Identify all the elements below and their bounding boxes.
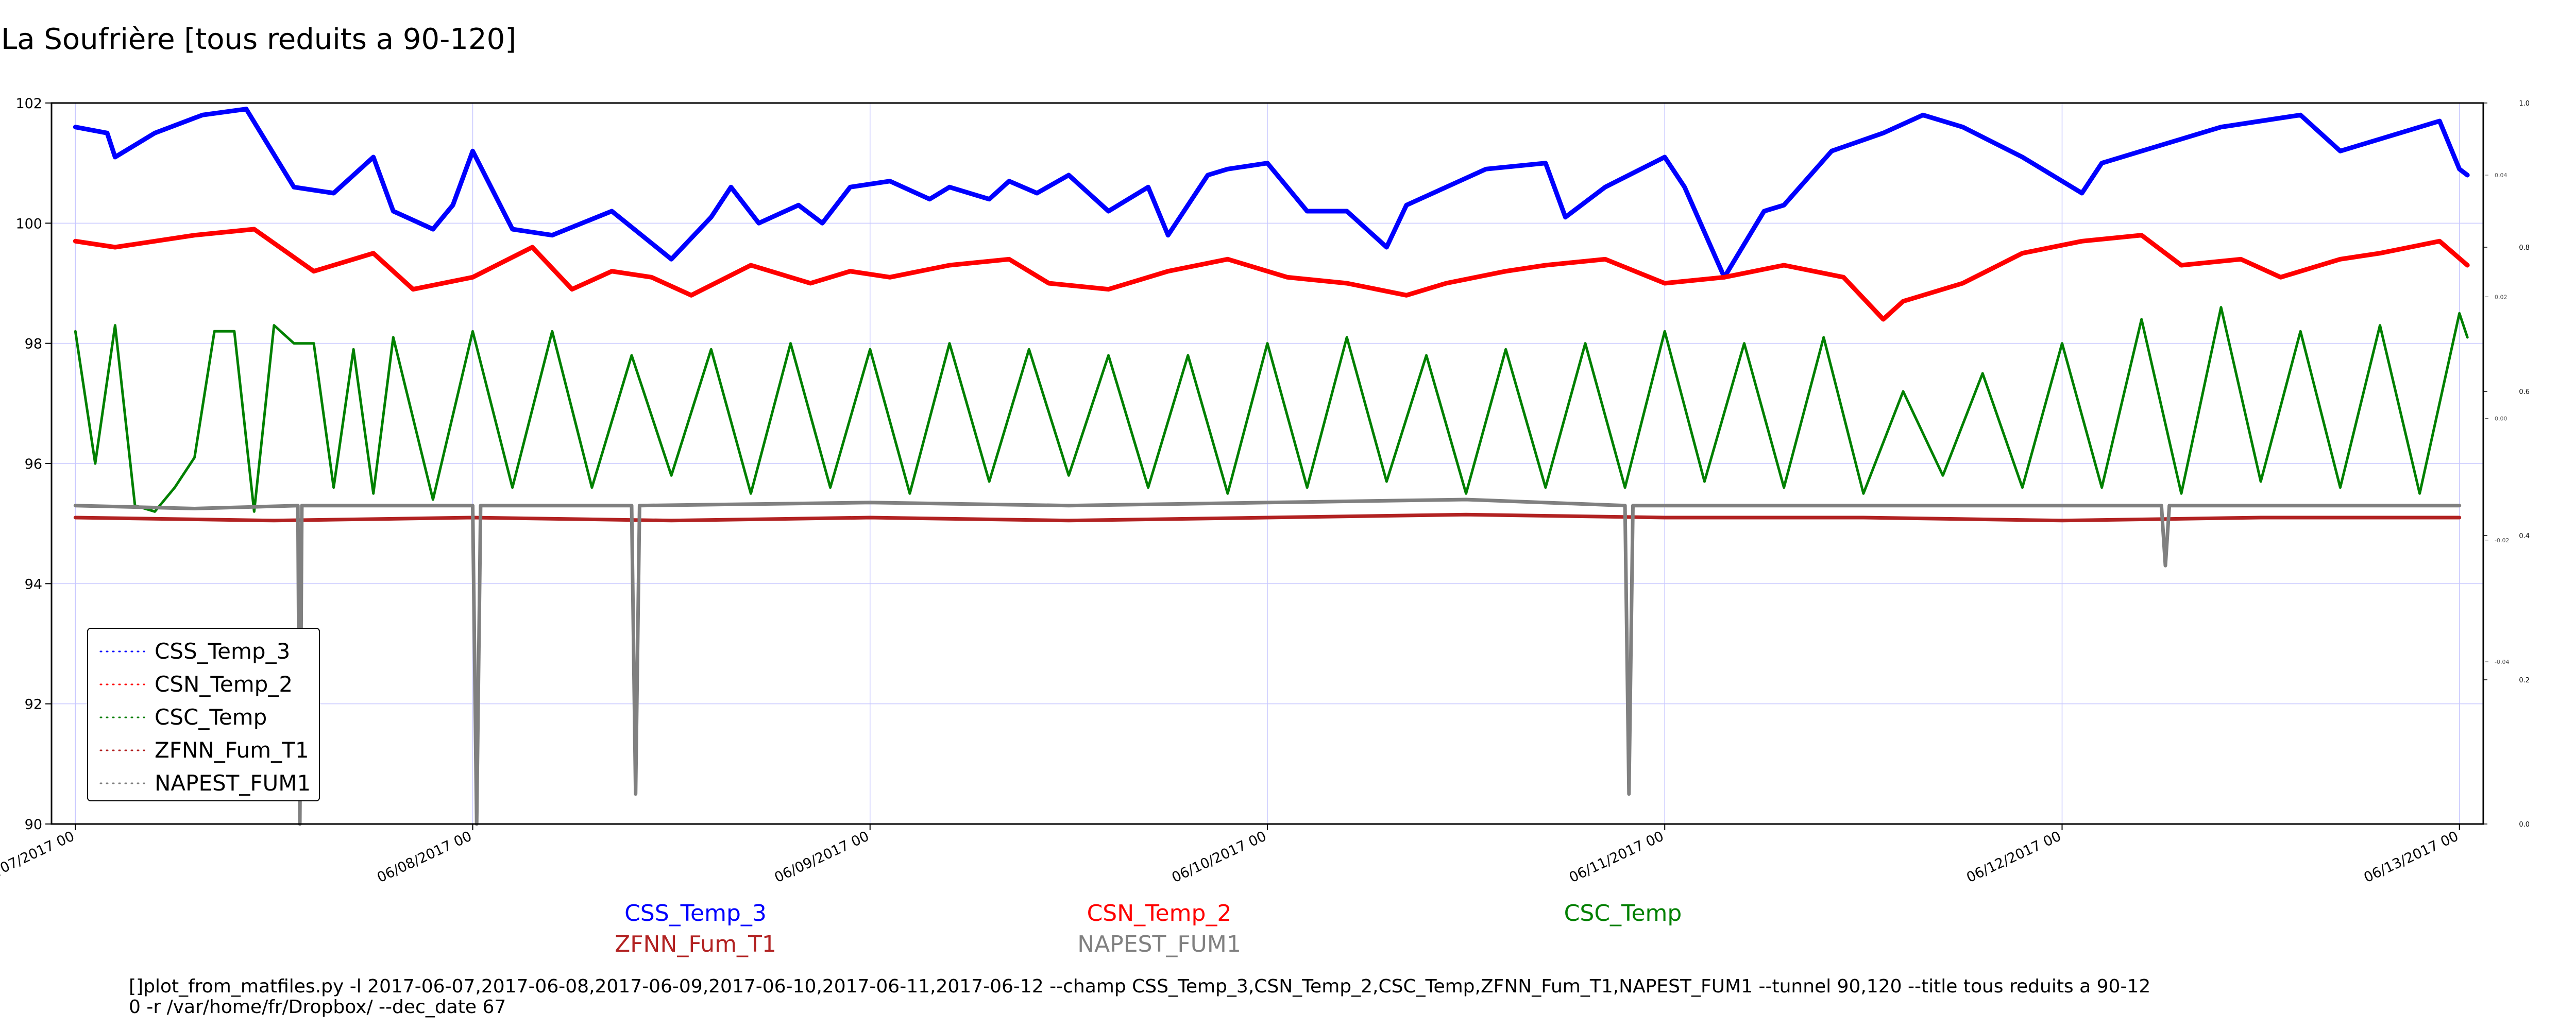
x-tick-label: 06/09/2017 00 <box>772 828 872 886</box>
bottom-label-csc-temp: CSC_Temp <box>1564 900 1682 926</box>
y-tick-label: 94 <box>25 576 42 592</box>
legend-label: NAPEST_FUM1 <box>155 770 311 796</box>
bottom-label-zfnn-fum-t1: ZFNN_Fum_T1 <box>615 931 776 957</box>
legend-label: CSC_Temp <box>155 705 267 730</box>
x-tick-label: 06/11/2017 00 <box>1567 828 1666 886</box>
y-tick-label: 102 <box>15 96 42 112</box>
right-tick-label: 0.4 <box>2519 533 2530 540</box>
series-line-csc-temp <box>74 306 2469 513</box>
right-tick-label: 0.8 <box>2519 244 2530 252</box>
x-tick-label: 06/13/2017 00 <box>2362 828 2461 886</box>
command-line-2: 0 -r /var/home/fr/Dropbox/ --dec_date 67 <box>129 997 506 1018</box>
y-tick-label: 90 <box>25 817 42 833</box>
series-layer <box>73 107 2470 826</box>
bottom-label-css-temp-3: CSS_Temp_3 <box>624 900 767 926</box>
inner-tick-label: 0.02 <box>2495 294 2507 300</box>
inner-tick-label: 0.00 <box>2495 416 2507 422</box>
legend-label: CSN_Temp_2 <box>155 672 293 697</box>
right-tick-label: 0.0 <box>2519 821 2530 829</box>
x-tick-label: 06/08/2017 00 <box>375 828 474 886</box>
bottom-label-csn-temp-2: CSN_Temp_2 <box>1087 900 1232 926</box>
legend-frame <box>87 628 320 801</box>
right-tick-label: 1.0 <box>2519 100 2530 108</box>
x-tick-label: 06/10/2017 00 <box>1170 828 1269 886</box>
y-tick-label: 100 <box>15 216 42 232</box>
command-line-1: []plot_from_matfiles.py -l 2017-06-07,20… <box>129 976 2151 997</box>
legend-box: CSS_Temp_3 CSN_Temp_2 CSC_Temp ZFNN_Fum_T1 N… <box>87 628 320 801</box>
y-tick-label: 98 <box>25 336 42 352</box>
series-line-napest-fum1 <box>73 497 2462 826</box>
y-tick-label: 92 <box>25 697 42 713</box>
right-tick-label: 0.6 <box>2519 388 2530 396</box>
command-line-text: []plot_from_matfiles.py -l 2017-06-07,20… <box>129 976 2150 1018</box>
right-tick-label: 0.2 <box>2519 677 2530 684</box>
chart-grid <box>52 102 2483 825</box>
bottom-label-napest-fum1: NAPEST_FUM1 <box>1077 931 1241 957</box>
chart-title: La Soufrière [tous reduits a 90-120] <box>1 23 517 56</box>
inner-tick-label: 0.04 <box>2495 172 2507 179</box>
series-line-css-temp-3 <box>73 107 2470 280</box>
legend-label: CSS_Temp_3 <box>155 639 290 664</box>
y-tick-label: 96 <box>25 456 42 472</box>
x-tick-label: 06/07/2017 00 <box>0 828 77 886</box>
inner-tick-label: -0.04 <box>2495 659 2509 665</box>
x-tick-label: 06/12/2017 00 <box>1964 828 2063 886</box>
axis-ticks: 90 92 94 96 98 100 102 06/07/2017 00 06/08/2017 … <box>0 96 2530 886</box>
legend-label: ZFNN_Fum_T1 <box>155 737 309 763</box>
inner-tick-label: -0.02 <box>2495 537 2509 544</box>
series-line-csn-temp-2 <box>73 227 2470 322</box>
